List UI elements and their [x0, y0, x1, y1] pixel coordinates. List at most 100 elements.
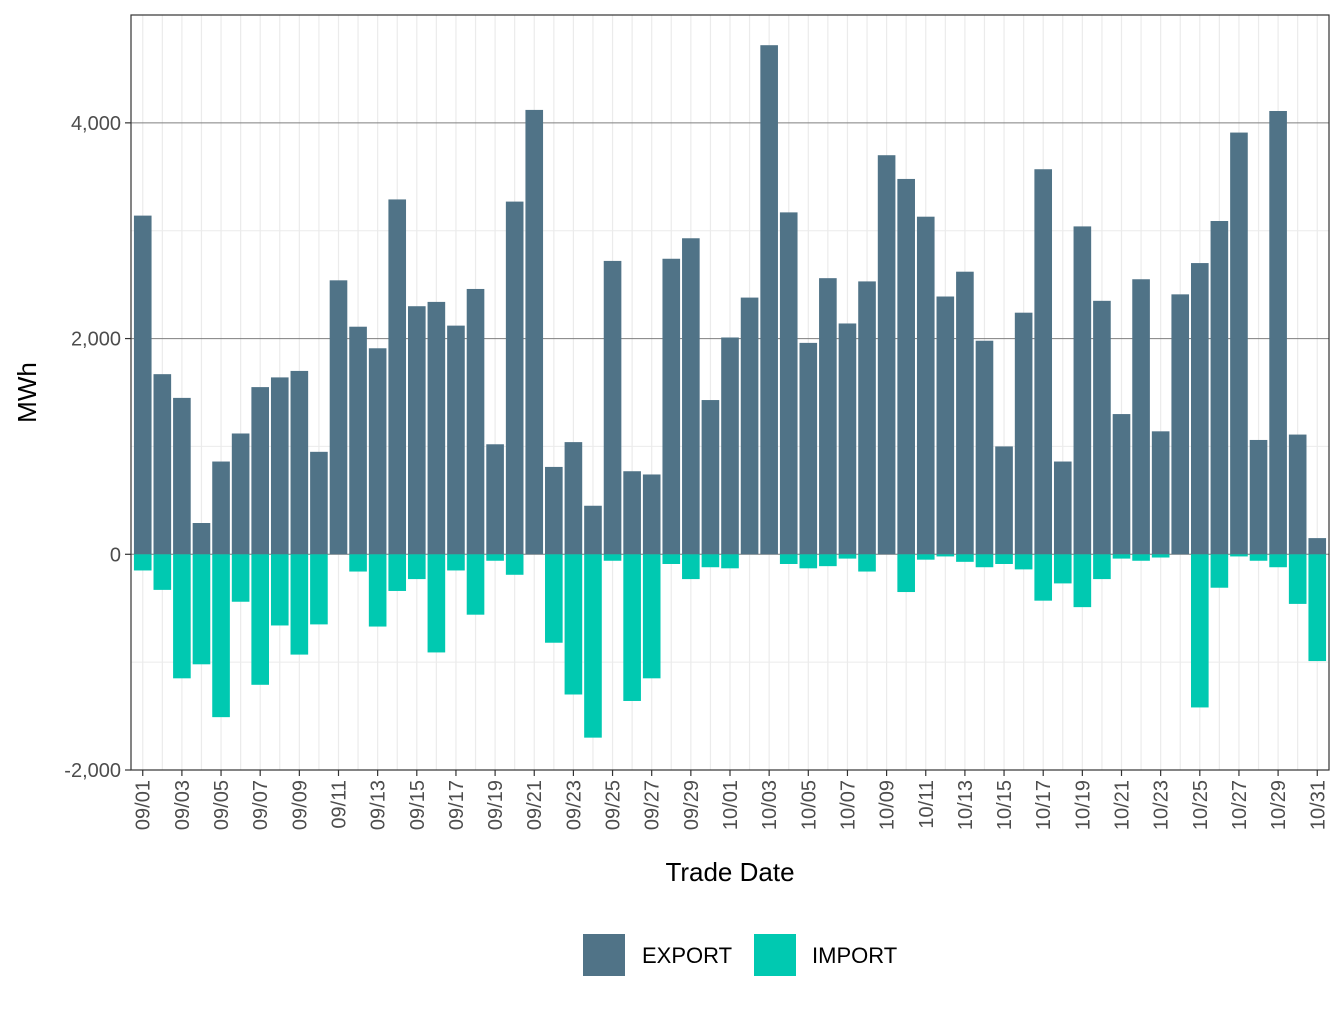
bar-export-09-18 — [466, 288, 485, 555]
bar-export-09-04 — [192, 523, 211, 555]
bar-export-10-16 — [1014, 312, 1033, 555]
x-tick-label: 10/25 — [1190, 780, 1212, 830]
bar-export-09-11 — [329, 280, 348, 555]
bar-import-09-17 — [447, 554, 465, 571]
x-tick-label: 10/19 — [1072, 780, 1094, 830]
bar-export-10-01 — [721, 337, 739, 555]
bar-export-10-03 — [760, 45, 778, 555]
x-tick-label: 09/11 — [328, 780, 350, 829]
bar-import-10-11 — [916, 554, 935, 560]
x-tick-label: 09/13 — [368, 780, 390, 830]
bar-import-10-07 — [838, 554, 857, 559]
bar-export-09-21 — [525, 109, 544, 555]
x-tick-label: 09/25 — [603, 780, 625, 830]
bar-import-10-10 — [897, 554, 915, 593]
y-tick-label: 2,000 — [71, 329, 121, 351]
bar-import-09-29 — [682, 554, 700, 580]
bar-export-10-05 — [799, 342, 818, 555]
bar-export-09-05 — [212, 461, 230, 555]
bar-export-09-02 — [153, 374, 172, 555]
x-tick-label: 09/05 — [211, 780, 233, 830]
bar-import-10-20 — [1093, 554, 1111, 580]
bar-import-09-18 — [466, 554, 485, 615]
bar-import-10-14 — [975, 554, 994, 568]
bar-export-09-30 — [701, 400, 720, 555]
bar-import-09-22 — [545, 554, 563, 643]
x-tick-label: 09/01 — [133, 780, 155, 830]
bar-import-10-28 — [1249, 554, 1268, 561]
bar-export-09-25 — [603, 260, 622, 555]
bar-import-09-16 — [427, 554, 446, 653]
bar-export-10-14 — [975, 340, 994, 555]
bar-import-09-25 — [603, 554, 622, 561]
bar-export-10-19 — [1073, 226, 1092, 555]
y-axis: -2,000 0 2,000 4,000 — [64, 113, 131, 782]
bar-import-09-13 — [368, 554, 387, 627]
bar-export-10-22 — [1132, 279, 1150, 555]
bar-import-10-15 — [995, 554, 1013, 564]
bar-export-10-20 — [1093, 300, 1111, 555]
bar-export-10-28 — [1249, 439, 1268, 555]
bar-export-09-10 — [310, 451, 328, 555]
bar-export-09-01 — [133, 215, 152, 555]
bar-import-09-20 — [505, 554, 524, 575]
bar-import-09-28 — [662, 554, 681, 564]
bar-import-10-13 — [956, 554, 974, 562]
bar-export-10-23 — [1151, 431, 1170, 555]
bar-export-10-13 — [956, 271, 974, 555]
legend: EXPORT IMPORT — [583, 934, 897, 976]
bar-import-10-19 — [1073, 554, 1092, 608]
bar-import-09-06 — [231, 554, 250, 602]
bar-export-10-31 — [1308, 538, 1327, 555]
bar-export-10-10 — [897, 178, 915, 555]
x-tick-label: 09/07 — [250, 780, 272, 830]
bar-import-10-23 — [1151, 554, 1170, 558]
bar-import-10-01 — [721, 554, 739, 569]
bar-import-10-04 — [779, 554, 798, 564]
legend-label-export: EXPORT — [642, 943, 732, 968]
bar-import-09-02 — [153, 554, 172, 590]
y-tick-label: -2,000 — [64, 760, 121, 782]
legend-swatch-import — [754, 934, 796, 976]
bar-import-09-12 — [349, 554, 367, 572]
bar-import-09-14 — [388, 554, 407, 591]
bar-import-10-30 — [1288, 554, 1307, 604]
bar-import-10-22 — [1132, 554, 1150, 561]
x-tick-label: 10/13 — [955, 780, 977, 830]
x-tick-label: 09/23 — [563, 780, 585, 830]
bar-export-10-06 — [819, 278, 837, 555]
bar-export-10-09 — [877, 155, 896, 555]
x-axis: 09/01 09/03 09/05 09/07 09/09 09/11 09/13 09/15… — [133, 770, 1329, 830]
bar-import-09-26 — [623, 554, 641, 701]
bar-import-10-17 — [1034, 554, 1053, 601]
x-tick-label: 09/17 — [446, 780, 468, 830]
bar-export-09-06 — [231, 433, 250, 555]
bar-export-09-13 — [368, 348, 387, 555]
bar-import-09-27 — [642, 554, 661, 679]
bar-import-09-03 — [173, 554, 191, 679]
x-tick-label: 10/31 — [1307, 780, 1329, 830]
x-tick-label: 09/27 — [642, 780, 664, 830]
bar-import-10-18 — [1053, 554, 1072, 584]
bar-import-10-06 — [819, 554, 837, 567]
bar-import-10-21 — [1112, 554, 1131, 559]
bar-import-10-08 — [858, 554, 876, 572]
bar-import-10-29 — [1269, 554, 1287, 568]
bar-export-09-07 — [251, 387, 270, 555]
bar-export-09-20 — [505, 201, 524, 555]
bar-export-09-17 — [447, 325, 465, 555]
bar-import-10-16 — [1014, 554, 1033, 570]
x-tick-label: 09/03 — [172, 780, 194, 830]
bar-export-09-14 — [388, 199, 407, 555]
bar-export-09-22 — [545, 466, 563, 555]
bar-export-10-24 — [1171, 294, 1190, 555]
bar-import-09-24 — [584, 554, 602, 738]
bar-import-10-12 — [936, 554, 955, 557]
bar-import-10-31 — [1308, 554, 1327, 662]
bar-export-10-07 — [838, 323, 857, 555]
bar-export-10-18 — [1053, 461, 1072, 555]
x-tick-label: 09/15 — [407, 780, 429, 830]
bar-export-09-12 — [349, 326, 367, 555]
bar-export-09-19 — [486, 444, 504, 555]
